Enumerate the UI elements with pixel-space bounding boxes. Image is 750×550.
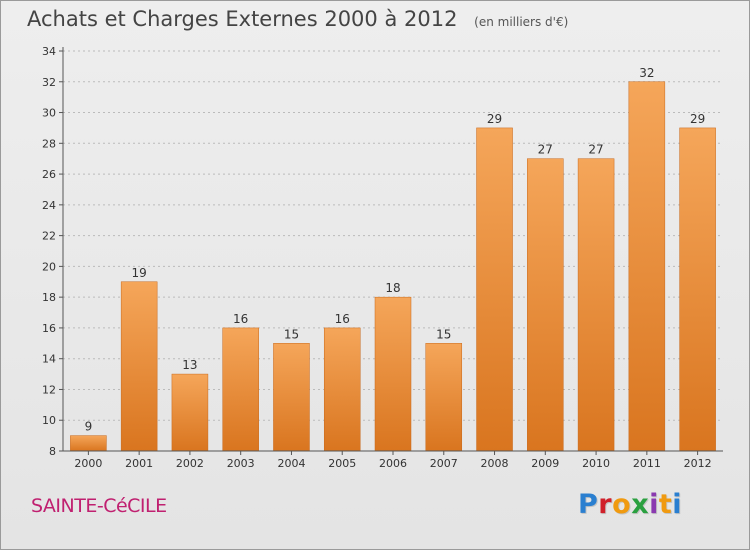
y-tick-label: 18 (42, 291, 56, 304)
y-tick-label: 22 (42, 230, 56, 243)
bar-2005 (323, 327, 361, 452)
bar-2006 (374, 296, 412, 452)
x-tick-label: 2011 (633, 457, 661, 470)
bar-2001 (120, 281, 158, 452)
bar-2002 (171, 373, 209, 452)
value-label: 29 (690, 112, 705, 126)
value-label: 32 (639, 66, 654, 80)
x-tick-label: 2012 (684, 457, 712, 470)
y-tick-label: 20 (42, 260, 56, 273)
bar-2003 (222, 327, 259, 452)
y-tick-label: 34 (42, 45, 56, 58)
y-tick-label: 10 (42, 414, 56, 427)
value-label: 27 (538, 143, 553, 157)
y-tick-label: 24 (42, 199, 56, 212)
bar-2007 (425, 343, 463, 452)
bar-2010 (577, 158, 615, 452)
value-label: 15 (436, 327, 451, 341)
value-label: 29 (487, 112, 502, 126)
bar-2012 (679, 127, 716, 452)
bar-2000 (70, 435, 107, 452)
x-tick-label: 2003 (227, 457, 255, 470)
place-name: SAINTE-CéCILE (31, 495, 167, 517)
bar-2008 (476, 127, 513, 452)
value-label: 13 (182, 358, 197, 372)
value-label: 18 (385, 281, 400, 295)
value-label: 16 (233, 312, 248, 326)
chart-title-text: Achats et Charges Externes 2000 à 2012 (27, 7, 458, 31)
y-tick-label: 14 (42, 353, 56, 366)
y-tick-label: 32 (42, 76, 56, 89)
y-tick-label: 26 (42, 168, 56, 181)
y-tick-label: 8 (49, 445, 56, 458)
x-tick-label: 2002 (176, 457, 204, 470)
y-tick-label: 16 (42, 322, 56, 335)
x-tick-label: 2007 (430, 457, 458, 470)
axes (59, 47, 723, 455)
value-label: 27 (588, 143, 603, 157)
value-label: 19 (132, 266, 147, 280)
y-tick-label: 12 (42, 383, 56, 396)
labels: 8 10 12 14 16 18 20 22 24 26 28 30 32 34 9 2000 19 2001 13… (42, 45, 712, 470)
x-tick-label: 2006 (379, 457, 407, 470)
bar-2004 (273, 343, 310, 452)
x-tick-label: 2000 (74, 457, 102, 470)
chart-title: Achats et Charges Externes 2000 à 2012 (… (27, 7, 568, 31)
x-tick-label: 2005 (328, 457, 356, 470)
x-tick-label: 2010 (582, 457, 610, 470)
value-label: 9 (85, 420, 93, 434)
x-tick-label: 2001 (125, 457, 153, 470)
x-tick-label: 2009 (531, 457, 559, 470)
value-label: 15 (284, 327, 299, 341)
y-tick-label: 28 (42, 137, 56, 150)
value-label: 16 (335, 312, 350, 326)
bar-2009 (527, 158, 564, 452)
bar-2011 (628, 81, 666, 452)
proxiti-logo[interactable]: Proxiti (578, 489, 683, 520)
x-tick-label: 2004 (277, 457, 305, 470)
x-tick-label: 2008 (481, 457, 509, 470)
y-tick-label: 30 (42, 107, 56, 120)
chart-subtitle: (en milliers d'€) (474, 15, 569, 29)
bars (70, 81, 716, 452)
